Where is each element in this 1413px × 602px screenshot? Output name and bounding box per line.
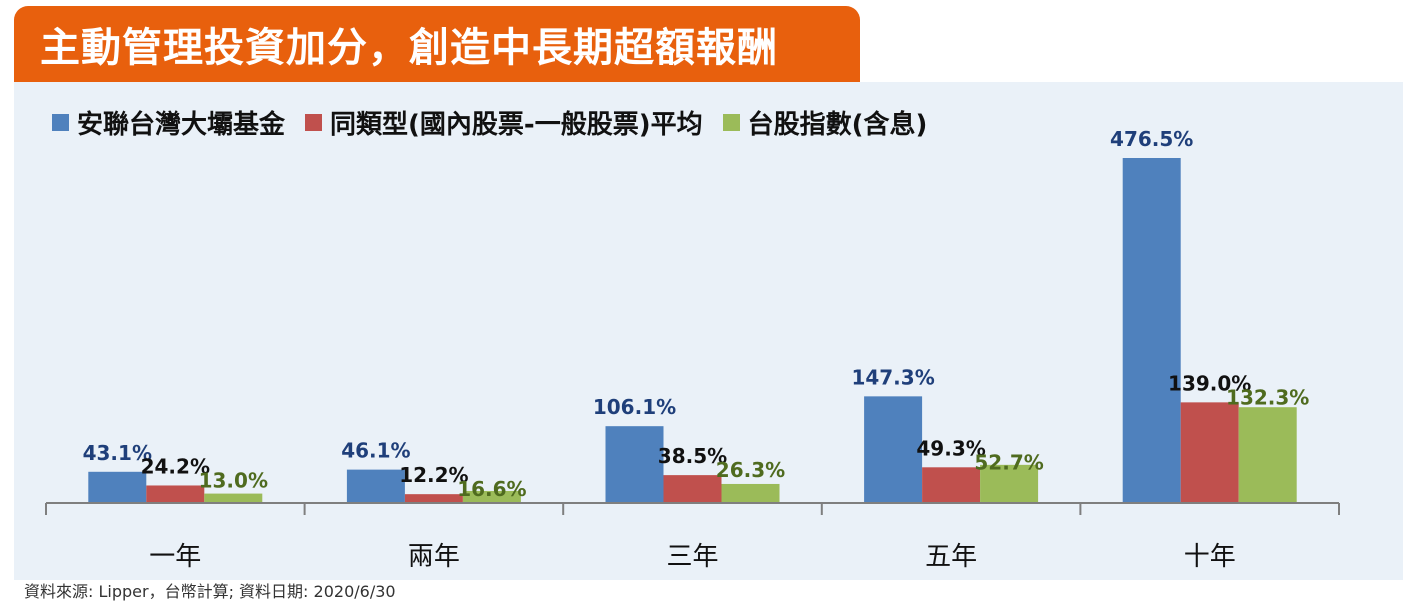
bar-peer-average-4 [922,467,981,503]
legend-swatch-index [722,113,740,131]
bar-index-2 [462,490,521,503]
value-label-fund-2: 46.1% [341,439,410,463]
value-label-peer-average-5: 139.0% [1168,371,1251,395]
value-label-index-5: 132.3% [1226,385,1309,409]
value-label-fund-4: 147.3% [851,365,934,389]
legend-label-index: 台股指數(含息) [747,109,928,140]
value-label-peer-average-4: 49.3% [916,436,985,460]
source-note: 資料來源: Lipper，台幣計算; 資料日期: 2020/6/30 [24,582,396,601]
x-tick-label-4: 五年 [925,542,977,572]
value-label-index-4: 52.7% [974,450,1043,474]
legend-label-peer-average: 同類型(國內股票-一般股票)平均 [330,109,703,140]
legend-label-fund: 安聯台灣大壩基金 [77,109,286,140]
bar-fund-3 [605,426,664,503]
bar-index-3 [721,483,780,503]
title-banner: 主動管理投資加分，創造中長期超額報酬 [14,6,860,82]
x-tick-label-5: 十年 [1184,542,1236,572]
value-label-peer-average-2: 12.2% [399,463,468,487]
chart-title: 主動管理投資加分，創造中長期超額報酬 [40,25,778,71]
bar-index-4 [980,464,1039,503]
x-tick-label-3: 三年 [666,542,718,572]
value-label-fund-3: 106.1% [593,395,676,419]
bar-fund-4 [864,396,923,503]
x-tick-label-1: 一年 [149,542,201,572]
value-label-peer-average-1: 24.2% [141,454,210,478]
value-label-fund-1: 43.1% [83,441,152,465]
bar-fund-2 [346,469,405,503]
bar-fund-5 [1122,158,1181,503]
value-label-index-3: 26.3% [716,458,785,482]
x-tick-label-2: 兩年 [408,542,460,572]
value-label-index-1: 13.0% [199,468,268,492]
bar-peer-average-2 [404,494,463,503]
legend-swatch-peer-average [305,113,323,131]
chart-legend: 安聯台灣大壩基金 同類型(國內股票-一般股票)平均 台股指數(含息) [52,104,947,140]
value-label-peer-average-3: 38.5% [658,444,727,468]
bar-index-5 [1238,407,1297,503]
bar-fund-1 [88,471,147,503]
bar-peer-average-5 [1180,402,1239,503]
legend-item-fund: 安聯台灣大壩基金 [52,104,285,141]
legend-swatch-fund [52,113,69,131]
legend-item-peer-average: 同類型(國內股票-一般股票)平均 [305,104,703,141]
legend-item-index: 台股指數(含息) [722,104,928,141]
value-label-fund-5: 476.5% [1110,127,1193,151]
bar-index-1 [204,493,263,503]
value-label-index-2: 16.6% [457,477,526,501]
bar-peer-average-1 [146,485,205,503]
bar-peer-average-3 [663,475,722,503]
